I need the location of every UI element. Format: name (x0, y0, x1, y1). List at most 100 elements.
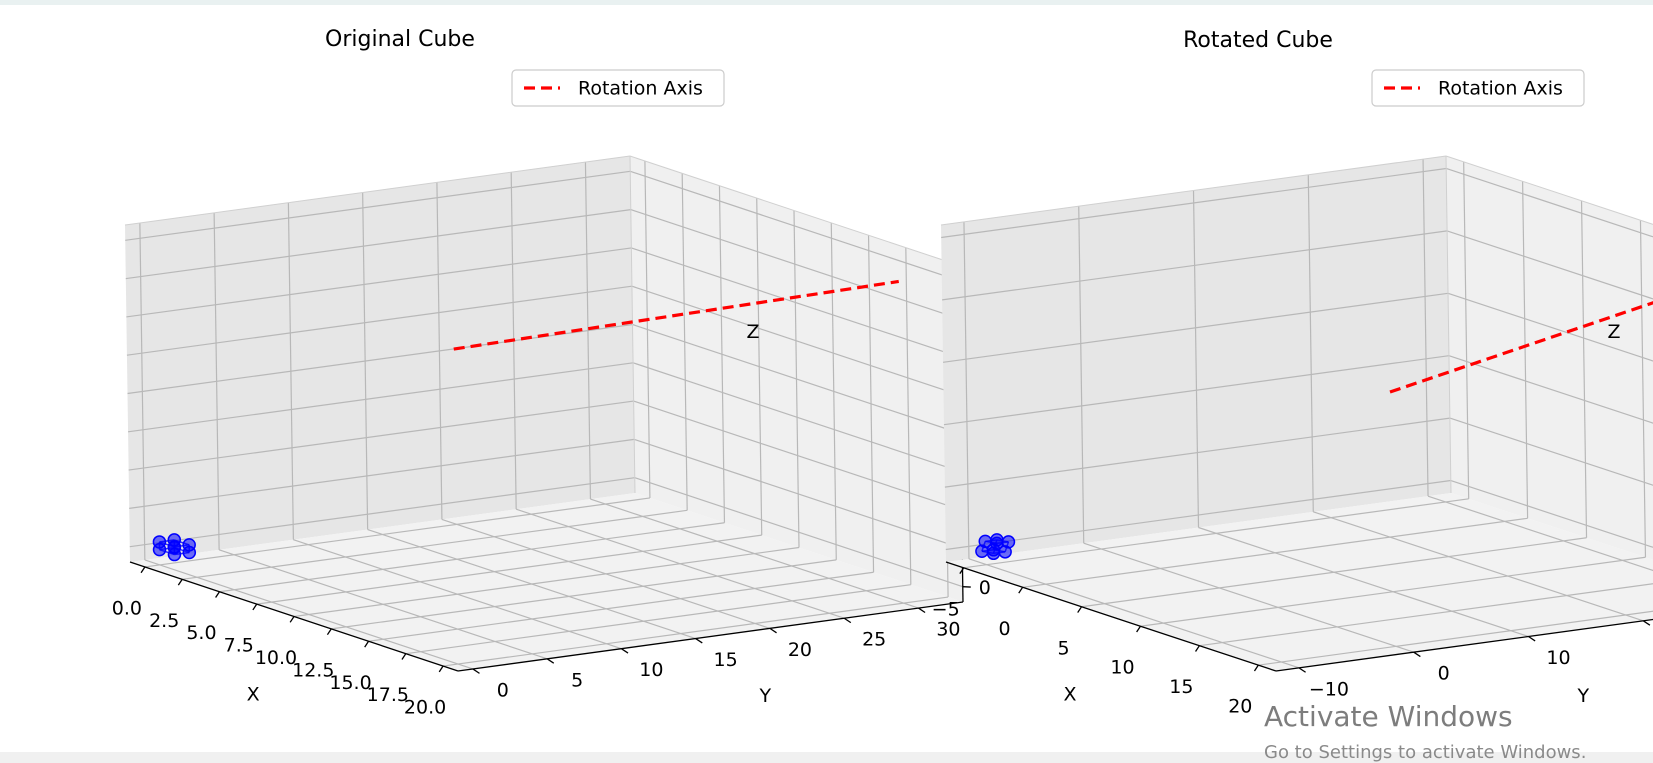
x-tick (1253, 664, 1259, 672)
y-tick-label: 30 (936, 619, 960, 641)
cube-edge (159, 539, 175, 543)
z-axis-label: Z (1607, 321, 1620, 343)
x-tick-label: 0 (999, 618, 1011, 640)
pane-edge (1445, 155, 1653, 225)
y-tick (1413, 651, 1421, 658)
grid-y-floor (441, 518, 771, 629)
x-tick-label: 5 (1057, 637, 1069, 659)
x-tick (438, 665, 444, 673)
panel-1: 0.0 2.5 5.0 7.510.012.515.017.520.0 0 5 10 15 20… (112, 27, 1002, 719)
grid-z-back (634, 477, 963, 588)
x-tick (252, 603, 258, 611)
grid-y-floor (218, 549, 548, 660)
panel-2: −505101520−100102030152025303540XYZRotat… (932, 28, 1653, 718)
grid-y-floor (968, 558, 1300, 669)
x-tick-label: −5 (932, 598, 960, 620)
legend-box (1371, 69, 1585, 107)
grid-x-back (1580, 200, 1588, 538)
pane-back (1446, 156, 1653, 560)
grid-z-left (125, 170, 631, 241)
grid-y-floor (515, 508, 845, 619)
grid-y-left (1192, 190, 1200, 528)
x-tick-label: 7.5 (224, 635, 254, 657)
grid-x-floor (144, 497, 650, 568)
y-axis-label: Y (758, 685, 771, 707)
grid-z-left (942, 230, 1448, 301)
grid-x-back (1463, 161, 1470, 499)
cube-edge (1004, 541, 1010, 553)
z-axis-label: Z (746, 321, 759, 343)
y-tick (546, 658, 555, 664)
grid-x-back (1639, 220, 1647, 558)
cube-edge (981, 550, 994, 555)
cube-edge (174, 551, 190, 556)
y-tick-label: 20 (788, 639, 812, 661)
bottom-strip (0, 752, 1653, 763)
rotation-axis-line (453, 279, 899, 351)
grid-z-back (630, 170, 959, 281)
grid-x-floor (443, 596, 949, 667)
y-tick (1298, 667, 1306, 673)
y-tick (843, 617, 852, 624)
x-tick-label: 15.0 (329, 672, 371, 694)
grid-z-left (126, 285, 633, 356)
x-axis-label: X (247, 684, 260, 706)
pane-edge (124, 155, 631, 226)
chart-title: Rotated Cube (1183, 28, 1333, 53)
y-tick-label: 5 (571, 669, 583, 691)
grid-y-left (963, 221, 970, 559)
cube-edge (174, 546, 190, 554)
grid-x-floor (293, 546, 800, 618)
grid-z-back (634, 438, 963, 549)
y-tick (1528, 635, 1536, 642)
y-tick (769, 627, 777, 634)
grid-y-floor (1198, 526, 1529, 638)
x-axis-label: X (1063, 684, 1076, 706)
cube-edge (159, 541, 175, 548)
cube-edge (992, 539, 998, 551)
grid-y-floor (293, 539, 622, 650)
grid-z-left (126, 247, 632, 318)
grid-z-left (125, 209, 631, 280)
x-tick (289, 616, 295, 623)
x-tick-label: 5.0 (186, 622, 216, 644)
grid-z-back (1448, 355, 1653, 424)
grid-z-left (129, 477, 635, 548)
y-tick-label: −10 (1309, 678, 1349, 700)
grid-z-left (128, 400, 634, 471)
grid-x-floor (219, 522, 725, 593)
grid-z-back (631, 247, 960, 358)
y-tick-label: 10 (639, 659, 663, 681)
x-tick-label: 2.5 (149, 610, 179, 632)
y-tick (1642, 620, 1651, 626)
y-tick-label: 15 (714, 649, 738, 671)
x-tick (1195, 645, 1200, 652)
grid-z-back (1449, 417, 1653, 486)
x-axis-line (945, 561, 1277, 672)
x-tick-label: 10 (1110, 657, 1134, 679)
y-tick (918, 607, 926, 614)
y-axis-line (457, 601, 964, 672)
grid-x-floor (331, 559, 837, 630)
grid-z-back (633, 400, 962, 511)
x-tick (326, 628, 332, 636)
grid-z-left (129, 438, 635, 509)
legend-box (511, 69, 725, 107)
x-tick (1077, 606, 1083, 613)
grid-x-floor (256, 534, 762, 605)
grid-z-left (127, 362, 634, 433)
x-tick (959, 567, 965, 575)
cube-edge (985, 540, 997, 545)
x-tick (1136, 625, 1142, 633)
y-axis-label: Y (1576, 685, 1589, 707)
cube-edge (992, 543, 998, 554)
grid-y-left (1422, 159, 1429, 497)
grid-z-left (945, 479, 1451, 551)
grid-y-floor (1427, 495, 1653, 572)
chart-title: Original Cube (325, 27, 475, 52)
grid-z-left (944, 417, 1450, 488)
grid-y-floor (144, 559, 474, 670)
x-tick (140, 566, 146, 574)
pane-edge (629, 155, 636, 494)
grid-x-floor (182, 509, 688, 580)
